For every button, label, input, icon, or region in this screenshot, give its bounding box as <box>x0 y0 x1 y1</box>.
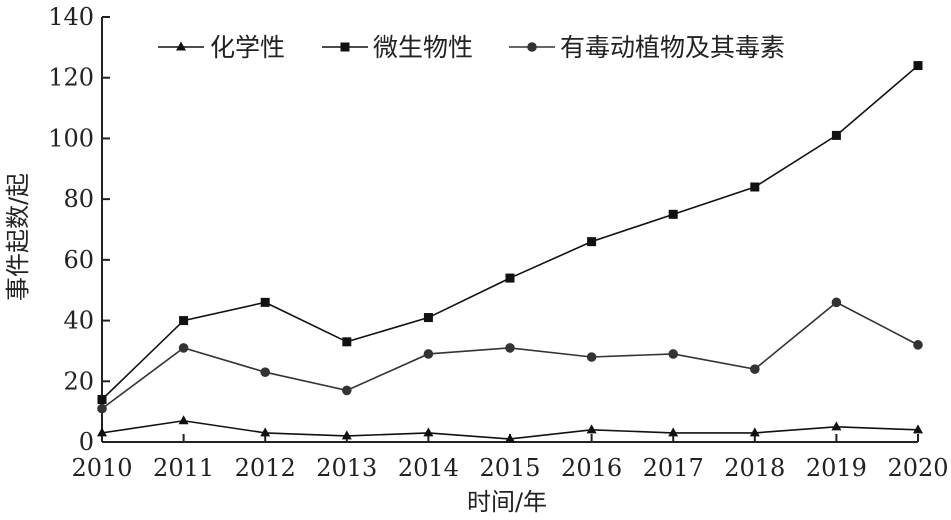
data-point-triangle <box>178 415 189 425</box>
data-point-triangle <box>505 433 515 443</box>
data-point-square <box>587 237 597 247</box>
axes: 0 20 40 60 80 100 120 140 2010 2011 2012 2013 2014 20… <box>48 3 948 482</box>
y-tick-label: 40 <box>63 307 94 335</box>
legend-item: 有毒动植物及其毒素 <box>509 33 785 62</box>
data-point-square <box>668 209 678 219</box>
data-point-square <box>831 130 841 140</box>
series-layer <box>97 61 923 443</box>
data-point-circle <box>668 349 678 359</box>
data-point-circle <box>505 343 515 353</box>
series-line-circle <box>101 301 919 410</box>
legend-label: 有毒动植物及其毒素 <box>560 33 785 62</box>
x-tick-label: 2013 <box>316 454 377 482</box>
data-point-circle <box>423 349 434 359</box>
data-point-square <box>260 297 270 307</box>
data-point-triangle <box>97 427 107 437</box>
data-point-triangle <box>341 430 352 440</box>
x-tick-label: 2014 <box>398 454 459 482</box>
data-point-triangle <box>831 421 842 431</box>
y-tick-label: 20 <box>63 367 94 395</box>
data-point-square <box>179 316 189 326</box>
series-triangle <box>97 415 923 443</box>
data-point-square <box>423 313 433 323</box>
legend-label: 化学性 <box>210 33 285 62</box>
data-point-triangle <box>749 427 760 437</box>
data-point-triangle <box>913 424 923 434</box>
y-tick-label: 60 <box>63 246 94 274</box>
x-tick-label: 2012 <box>235 454 296 482</box>
data-point-square <box>750 182 760 192</box>
x-tick-label: 2010 <box>71 454 132 482</box>
x-axis-title: 时间/年 <box>467 488 547 516</box>
y-axis-title: 事件起数/起 <box>4 173 32 301</box>
y-tick-label: 100 <box>48 124 94 152</box>
data-point-circle <box>913 340 923 350</box>
data-point-circle <box>260 367 271 377</box>
data-point-circle <box>178 343 189 353</box>
series-circle <box>97 297 923 414</box>
y-tick-label: 80 <box>63 185 94 213</box>
y-tick-label: 0 <box>79 428 94 456</box>
data-point-triangle <box>260 427 271 437</box>
data-point-triangle <box>668 427 679 437</box>
legend-label: 微生物性 <box>373 33 473 62</box>
legend-item: 化学性 <box>158 33 285 62</box>
data-point-triangle <box>423 427 434 437</box>
legend: 化学性 微生物性 有毒动植物及其毒素 <box>158 33 785 62</box>
data-point-circle <box>97 403 107 414</box>
data-point-square <box>342 337 352 347</box>
x-tick-label: 2020 <box>887 454 948 482</box>
y-tick-label: 120 <box>48 64 94 92</box>
data-point-circle <box>831 297 842 308</box>
legend-item: 微生物性 <box>322 33 473 62</box>
legend-marker-triangle <box>176 41 186 51</box>
data-point-square <box>97 395 107 404</box>
series-square <box>97 61 923 404</box>
data-point-triangle <box>586 424 597 434</box>
data-point-square <box>913 61 923 71</box>
x-tick-label: 2018 <box>724 454 785 482</box>
x-tick-label: 2015 <box>479 454 540 482</box>
x-tick-label: 2011 <box>153 454 214 482</box>
x-tick-label: 2016 <box>561 454 622 482</box>
data-point-circle <box>342 385 352 396</box>
data-point-circle <box>586 352 597 362</box>
y-tick-label: 140 <box>48 3 94 31</box>
x-tick-label: 2017 <box>643 454 704 482</box>
data-point-square <box>505 273 515 283</box>
legend-marker-square <box>340 42 350 52</box>
x-tick-label: 2019 <box>806 454 867 482</box>
data-point-circle <box>750 364 760 374</box>
legend-marker-circle <box>527 42 537 52</box>
